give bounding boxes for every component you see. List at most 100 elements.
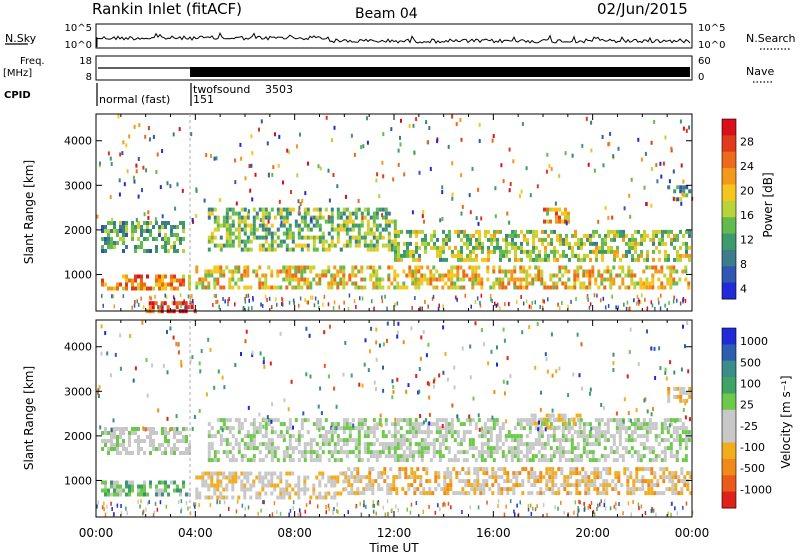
- echo-cell: [557, 487, 561, 492]
- echo-cell: [303, 458, 307, 463]
- echo-cell: [110, 435, 113, 439]
- echo-cell: [432, 384, 435, 389]
- echo-cell: [158, 480, 161, 485]
- echo-cell: [342, 285, 346, 290]
- echo-cell: [588, 434, 592, 439]
- echo-cell: [663, 454, 667, 459]
- echo-cell: [551, 467, 555, 472]
- echo-cell: [679, 245, 682, 250]
- echo-cell: [562, 237, 565, 242]
- echo-cell: [558, 215, 561, 220]
- echo-cell: [166, 370, 169, 375]
- echo-cell: [672, 269, 676, 274]
- echo-cell: [363, 277, 367, 282]
- echo-cell: [441, 273, 445, 278]
- echo-cell: [422, 420, 425, 425]
- echo-cell: [327, 491, 331, 496]
- echo-cell: [467, 479, 471, 484]
- echo-cell: [455, 491, 459, 496]
- echo-cell: [630, 269, 634, 274]
- echo-cell: [574, 241, 577, 246]
- echo-cell: [629, 306, 631, 311]
- echo-cell: [460, 249, 463, 254]
- echo-cell: [303, 211, 307, 216]
- echo-cell: [561, 265, 565, 270]
- echo-cell: [215, 294, 217, 298]
- echo-cell: [309, 219, 313, 224]
- echo-cell: [143, 229, 146, 233]
- echo-cell: [342, 418, 346, 423]
- echo-cell: [294, 265, 298, 270]
- echo-cell: [198, 277, 202, 282]
- echo-cell: [676, 237, 679, 242]
- echo-cell: [276, 483, 280, 488]
- echo-cell: [354, 454, 358, 459]
- echo-cell: [155, 274, 158, 279]
- echo-cell: [113, 435, 116, 439]
- echo-cell: [428, 504, 430, 509]
- noise-panel: N.Sky 10^5 10^0 10^5 10^0 N.Search: [5, 23, 796, 51]
- echo-cell: [216, 215, 220, 220]
- echo-cell: [466, 241, 469, 246]
- echo-cell: [125, 245, 128, 249]
- echo-cell: [261, 458, 265, 463]
- echo-cell: [596, 293, 598, 298]
- echo-cell: [318, 446, 322, 451]
- echo-cell: [632, 483, 636, 488]
- echo-cell: [240, 239, 244, 244]
- echo-cell: [285, 269, 289, 274]
- echo-cell: [303, 215, 307, 220]
- echo-cell: [651, 426, 655, 431]
- echo-cell: [411, 434, 415, 439]
- echo-cell: [176, 278, 179, 283]
- echo-cell: [393, 442, 397, 447]
- echo-cell: [219, 491, 223, 496]
- y-tick-label: 4000: [64, 341, 92, 354]
- echo-cell: [336, 235, 340, 240]
- echo-cell: [593, 471, 597, 476]
- echo-cell: [318, 495, 322, 500]
- echo-cell: [414, 273, 418, 278]
- echo-cell: [122, 439, 125, 443]
- echo-cell: [652, 257, 655, 262]
- echo-cell: [687, 285, 691, 290]
- echo-cell: [657, 297, 660, 302]
- echo-cell: [502, 253, 505, 258]
- echo-cell: [414, 450, 418, 455]
- echo-cell: [509, 374, 512, 379]
- echo-cell: [210, 434, 214, 439]
- echo-cell: [189, 359, 192, 364]
- y-tick-label: 4000: [64, 135, 92, 148]
- echo-cell: [525, 442, 529, 447]
- echo-cell: [358, 382, 361, 387]
- echo-cell: [433, 233, 436, 238]
- echo-cell: [270, 458, 274, 463]
- echo-cell: [138, 123, 141, 128]
- echo-cell: [113, 245, 116, 249]
- echo-cell: [460, 137, 463, 142]
- echo-cell: [546, 219, 549, 224]
- echo-cell: [182, 249, 185, 253]
- echo-cell: [176, 233, 179, 237]
- echo-cell: [119, 435, 122, 439]
- echo-cell: [288, 438, 292, 443]
- echo-cell: [255, 227, 259, 232]
- echo-cell: [243, 434, 247, 439]
- echo-cell: [433, 241, 436, 246]
- echo-cell: [339, 281, 343, 286]
- echo-cell: [104, 237, 107, 241]
- echo-cell: [684, 298, 687, 303]
- echo-cell: [325, 115, 328, 120]
- echo-cell: [327, 438, 331, 443]
- echo-cell: [600, 273, 604, 278]
- echo-cell: [318, 483, 322, 488]
- echo-cell: [631, 237, 634, 242]
- echo-cell: [273, 501, 276, 506]
- echo-cell: [185, 435, 188, 439]
- echo-cell: [625, 249, 628, 254]
- echo-cell: [101, 229, 104, 233]
- echo-cell: [557, 302, 559, 307]
- echo-cell: [161, 427, 164, 431]
- echo-cell: [579, 434, 583, 439]
- echo-cell: [584, 487, 588, 492]
